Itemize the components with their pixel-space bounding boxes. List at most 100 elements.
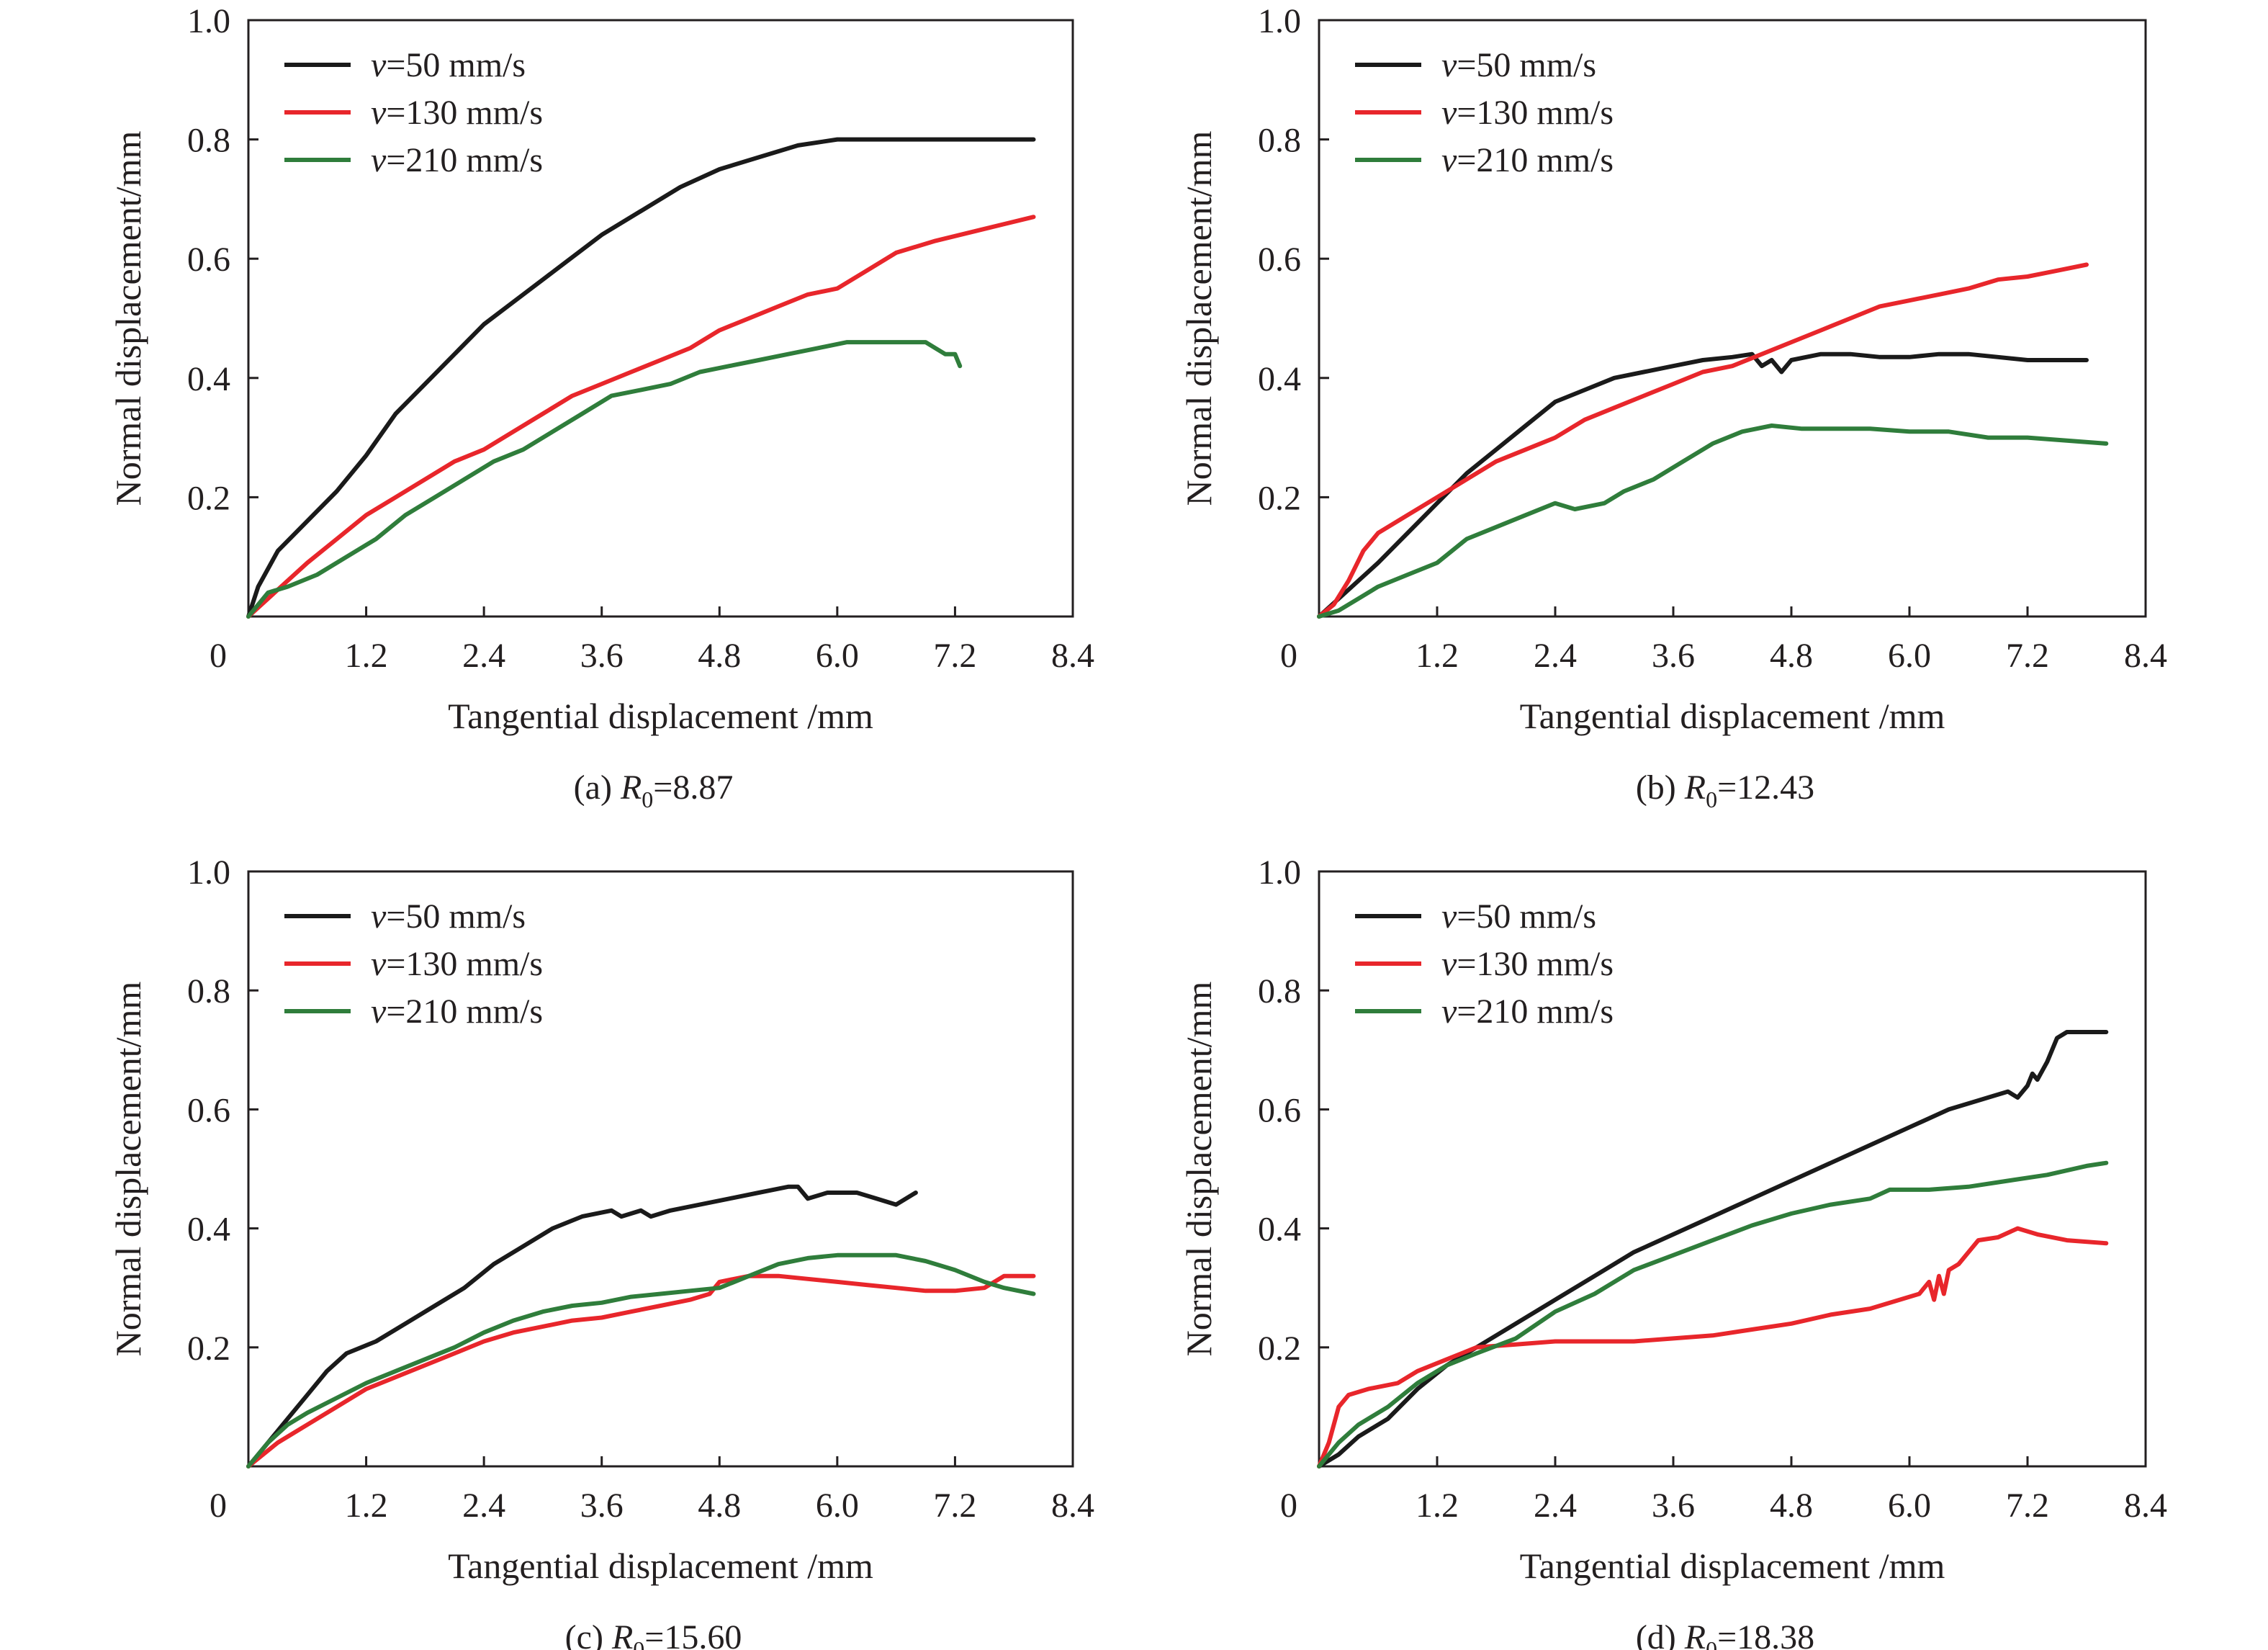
x-tick-label: 0 (1280, 1487, 1297, 1525)
y-axis-title: Normal displacement/mm (108, 982, 148, 1357)
y-tick-label: 0.8 (1258, 972, 1301, 1010)
x-axis-title: Tangential displacement /mm (448, 1546, 873, 1586)
x-tick-label: 2.4 (462, 1487, 505, 1525)
x-tick-label: 6.0 (816, 637, 859, 675)
caption-value: =15.60 (644, 1618, 742, 1650)
y-axis-title: Normal displacement/mm (1179, 131, 1219, 506)
legend: v=50 mm/sv=130 mm/sv=210 mm/s (284, 46, 543, 179)
series-line-1 (1317, 351, 2089, 619)
plot-frame (247, 870, 1074, 1468)
x-tick-label: 3.6 (580, 1487, 624, 1525)
chart-panel-d: 0 1.2 2.4 3.6 4.8 6.0 7.2 8.4 0.2 0.4 0.6 0.8 1.0 Tan… (1179, 853, 2167, 1650)
x-tick-label: 0 (210, 1487, 227, 1525)
caption-subscript: 0 (1706, 1636, 1717, 1650)
x-tick-label: 4.8 (698, 637, 741, 675)
legend-label: v=130 mm/s (1441, 945, 1614, 983)
legend-variable: v (1441, 94, 1457, 132)
x-tick-label: 4.8 (698, 1487, 741, 1525)
panel-caption: (c) R0=15.60 (565, 1618, 742, 1650)
y-tick-label: 0.6 (1258, 1091, 1301, 1129)
legend-label: v=130 mm/s (371, 94, 543, 132)
series-line-2 (246, 1273, 1036, 1469)
x-tick-label: 6.0 (1888, 637, 1931, 675)
caption-value: =8.87 (653, 768, 733, 807)
legend-value: =130 mm/s (386, 94, 543, 132)
y-tick-label: 0.8 (187, 972, 230, 1010)
legend-value: =210 mm/s (386, 992, 543, 1031)
series-line-3 (1317, 423, 2109, 619)
y-axis-title: Normal displacement/mm (108, 131, 148, 506)
caption-prefix: (d) (1636, 1618, 1685, 1650)
y-tick-label: 0.8 (1258, 122, 1301, 160)
caption-prefix: (a) (574, 768, 621, 807)
x-axis-title: Tangential displacement /mm (448, 696, 873, 736)
y-tick-label: 0.4 (1258, 360, 1301, 398)
legend-variable: v (371, 992, 387, 1031)
legend: v=50 mm/sv=130 mm/sv=210 mm/s (1355, 897, 1614, 1031)
legend-variable: v (371, 141, 387, 179)
series-line-3 (246, 1252, 1036, 1469)
x-tick-label: 3.6 (1652, 1487, 1695, 1525)
y-axis-title: Normal displacement/mm (1179, 982, 1219, 1357)
panel-caption: (b) R0=12.43 (1636, 768, 1814, 812)
legend-label: v=50 mm/s (1441, 46, 1596, 84)
x-tick-label: 1.2 (345, 1487, 388, 1525)
legend-label: v=210 mm/s (371, 141, 543, 179)
legend-variable: v (1441, 992, 1457, 1031)
x-tick-label: 6.0 (816, 1487, 859, 1525)
legend-variable: v (1441, 46, 1457, 84)
y-tick-label: 0.6 (187, 241, 230, 279)
caption-prefix: (b) (1636, 768, 1685, 807)
series-line-2 (246, 215, 1036, 619)
legend-variable: v (371, 46, 387, 84)
legend-label: v=50 mm/s (371, 46, 526, 84)
y-tick-label: 1.0 (1258, 2, 1301, 40)
legend-label: v=130 mm/s (371, 945, 543, 983)
legend-label: v=50 mm/s (1441, 897, 1596, 936)
caption-subscript: 0 (633, 1636, 644, 1650)
legend-value: =50 mm/s (1457, 897, 1596, 936)
legend-label: v=50 mm/s (371, 897, 526, 936)
legend-value: =50 mm/s (386, 46, 526, 84)
panel-caption: (a) R0=8.87 (574, 768, 734, 812)
caption-variable: R (620, 768, 642, 807)
y-tick-label: 0.2 (1258, 1330, 1301, 1368)
x-tick-label: 7.2 (933, 637, 976, 675)
series-line-3 (246, 340, 963, 619)
x-tick-label: 3.6 (1652, 637, 1695, 675)
x-tick-label: 8.4 (2124, 637, 2167, 675)
legend-variable: v (371, 945, 387, 983)
x-tick-label: 7.2 (2006, 1487, 2049, 1525)
series-line-1 (1317, 1030, 2109, 1469)
series-line-2 (1317, 262, 2089, 619)
legend-variable: v (371, 897, 387, 936)
x-tick-label: 3.6 (580, 637, 624, 675)
legend-variable: v (1441, 897, 1457, 936)
x-tick-label: 2.4 (462, 637, 505, 675)
legend-value: =210 mm/s (1457, 141, 1614, 179)
y-tick-label: 0.8 (187, 122, 230, 160)
x-tick-label: 4.8 (1770, 1487, 1813, 1525)
x-tick-label: 2.4 (1534, 637, 1577, 675)
x-tick-label: 1.2 (1416, 637, 1459, 675)
caption-variable: R (1684, 768, 1706, 807)
caption-subscript: 0 (1706, 786, 1717, 812)
legend-variable: v (371, 94, 387, 132)
legend-value: =210 mm/s (386, 141, 543, 179)
caption-value: =18.38 (1717, 1618, 1814, 1650)
y-tick-label: 0.4 (187, 1211, 230, 1249)
legend-value: =50 mm/s (1457, 46, 1596, 84)
panel-caption: (d) R0=18.38 (1636, 1618, 1814, 1650)
series-line-1 (246, 1184, 918, 1469)
caption-variable: R (611, 1618, 633, 1650)
y-tick-label: 0.6 (187, 1091, 230, 1129)
caption-subscript: 0 (642, 786, 653, 812)
legend: v=50 mm/sv=130 mm/sv=210 mm/s (1355, 46, 1614, 179)
series-line-1 (246, 137, 1036, 619)
y-tick-label: 0.2 (187, 479, 230, 517)
legend-label: v=210 mm/s (371, 992, 543, 1031)
x-tick-label: 0 (210, 637, 227, 675)
chart-panel-a: 0 1.2 2.4 3.6 4.8 6.0 7.2 8.4 0.2 0.4 0.6 0.8 1.0 Tan… (108, 2, 1094, 812)
y-tick-label: 0.4 (1258, 1211, 1301, 1249)
